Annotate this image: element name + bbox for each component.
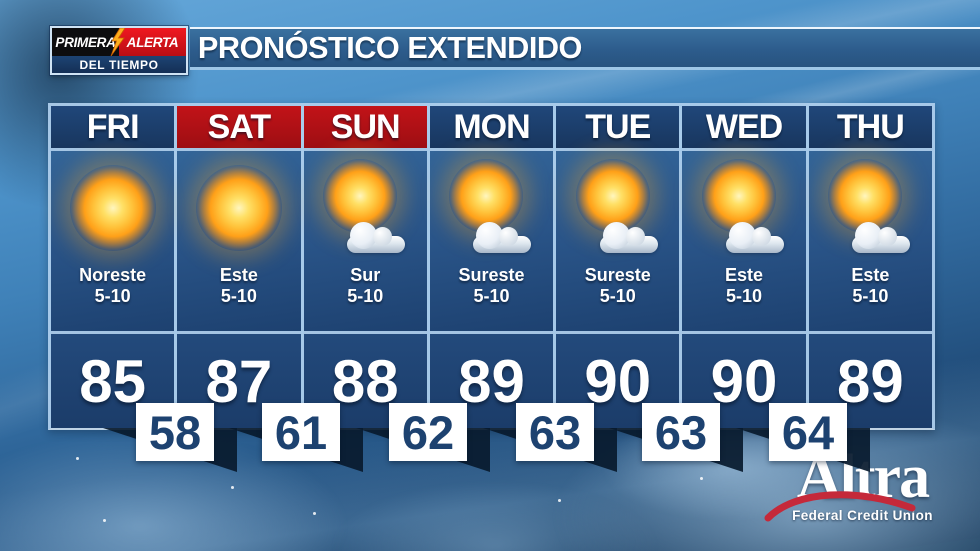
wind-direction: Este xyxy=(725,265,764,285)
star-dot xyxy=(103,519,106,522)
wind-forecast: Este 5-10 xyxy=(177,265,300,331)
day-header: WED xyxy=(682,106,806,148)
wind-speed: 5-10 xyxy=(599,285,636,306)
mostly-sunny-icon xyxy=(682,151,805,265)
wind-forecast: Sur 5-10 xyxy=(304,265,427,331)
wind-forecast: Este 5-10 xyxy=(809,265,932,331)
wind-forecast: Este 5-10 xyxy=(682,265,805,331)
low-temp: 63 xyxy=(516,403,594,461)
star-dot xyxy=(313,512,316,515)
wind-direction: Noreste xyxy=(79,265,147,285)
wind-speed: 5-10 xyxy=(94,285,131,306)
wind-direction: Este xyxy=(219,265,258,285)
forecast-column-mon: MON Sureste 5-10 89 xyxy=(426,106,554,428)
title-bar: PRONÓSTICO EXTENDIDO xyxy=(190,27,980,70)
forecast-column-fri: FRI Noreste 5-10 85 xyxy=(51,106,175,428)
wind-forecast: Sureste 5-10 xyxy=(556,265,679,331)
mostly-sunny-icon xyxy=(556,151,679,265)
mostly-sunny-icon xyxy=(430,151,553,265)
low-temp: 63 xyxy=(642,403,720,461)
page-title: PRONÓSTICO EXTENDIDO xyxy=(197,30,582,65)
sponsor-tagline: Federal Credit Union xyxy=(792,507,933,523)
low-temp: 58 xyxy=(136,403,214,461)
day-header: SAT xyxy=(177,106,301,148)
forecast-table: FRI Noreste 5-10 85 SAT Este 5-10 87 xyxy=(48,103,935,430)
forecast-column-tue: TUE Sureste 5-10 90 xyxy=(553,106,680,428)
wind-speed: 5-10 xyxy=(852,285,889,306)
wind-forecast: Sureste 5-10 xyxy=(430,265,553,331)
low-temp: 62 xyxy=(389,403,467,461)
brand-primera-label: PRIMERA xyxy=(52,28,119,56)
star-dot xyxy=(558,499,561,502)
sunny-icon xyxy=(51,151,174,265)
star-dot xyxy=(76,457,79,460)
wind-direction: Sureste xyxy=(458,265,525,285)
low-temp: 64 xyxy=(769,403,847,461)
wind-speed: 5-10 xyxy=(726,285,763,306)
star-dot xyxy=(231,486,234,489)
wind-direction: Sureste xyxy=(584,265,651,285)
mostly-sunny-icon xyxy=(304,151,427,265)
brand-alerta-label: ALERTA xyxy=(119,28,186,56)
mostly-sunny-icon xyxy=(809,151,932,265)
wind-speed: 5-10 xyxy=(220,285,257,306)
wind-direction: Sur xyxy=(350,265,381,285)
star-dot xyxy=(700,477,703,480)
wind-speed: 5-10 xyxy=(473,285,510,306)
wind-direction: Este xyxy=(851,265,890,285)
forecast-column-wed: WED Este 5-10 90 xyxy=(679,106,806,428)
sunny-icon xyxy=(177,151,300,265)
day-header: FRI xyxy=(51,106,175,148)
forecast-column-sat: SAT Este 5-10 87 xyxy=(174,106,301,428)
low-temp: 61 xyxy=(262,403,340,461)
forecast-column-sun: SUN Sur 5-10 88 xyxy=(300,106,427,428)
forecast-column-thu: THU Este 5-10 89 xyxy=(805,106,932,428)
wind-forecast: Noreste 5-10 xyxy=(51,265,174,331)
primera-alerta-logo: PRIMERA ALERTA DEL TIEMPO xyxy=(50,26,188,75)
brand-del-tiempo-label: DEL TIEMPO xyxy=(52,56,186,73)
lightning-bolt-icon xyxy=(110,28,126,56)
day-header: SUN xyxy=(303,106,427,148)
day-header: MON xyxy=(429,106,554,148)
day-header: TUE xyxy=(556,106,680,148)
day-header: THU xyxy=(808,106,932,148)
wind-speed: 5-10 xyxy=(347,285,384,306)
